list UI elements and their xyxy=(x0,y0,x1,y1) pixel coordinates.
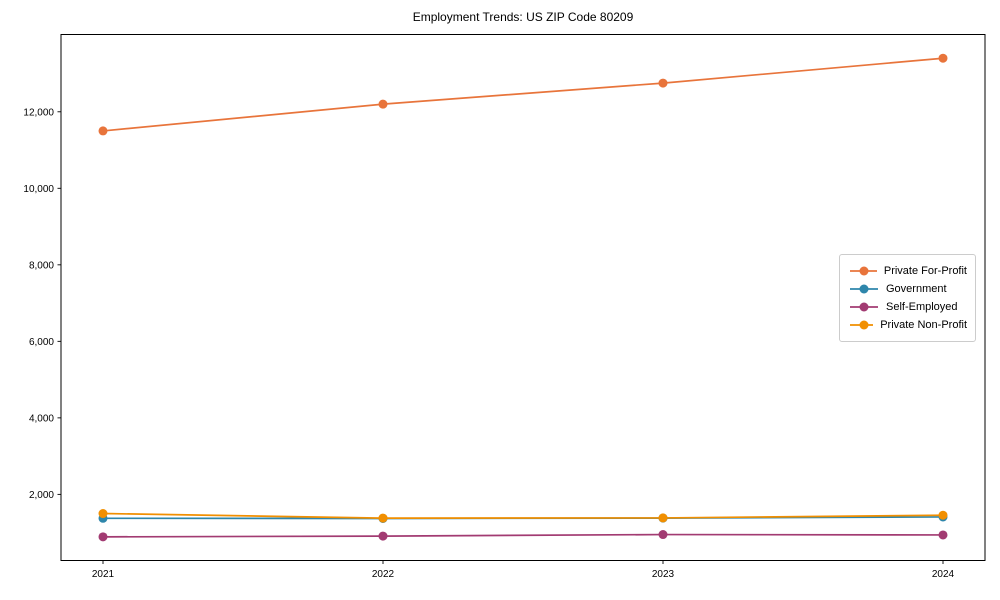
y-tick-label-6000: 6,000 xyxy=(29,337,54,348)
y-tick-label-4000: 4,000 xyxy=(29,413,54,424)
legend: Private For-Profit Government Self-Employe… xyxy=(839,254,976,342)
axes-frame xyxy=(60,34,986,561)
legend-label: Government xyxy=(886,282,947,295)
legend-marker-government xyxy=(850,284,878,294)
legend-marker-self-employed xyxy=(850,302,878,312)
series-line-private-for-profit xyxy=(102,57,944,132)
legend-marker-private-for-profit xyxy=(850,266,877,275)
legend-label: Self-Employed xyxy=(886,301,958,314)
point-private-non-profit-2023 xyxy=(658,513,668,523)
y-tick-label-2000: 2,000 xyxy=(29,490,54,501)
legend-item-government: Government xyxy=(849,280,967,297)
series-line-private-non-profit xyxy=(102,512,944,519)
legend-item-private-for-profit: Private For-Profit xyxy=(849,262,967,279)
point-private-for-profit-2021 xyxy=(98,126,108,136)
x-tick-label-2023: 2023 xyxy=(652,569,675,580)
x-tick-label-2022: 2022 xyxy=(372,569,395,580)
x-tick-label-2021: 2021 xyxy=(92,569,115,580)
series-line-self-employed xyxy=(102,533,944,538)
point-self-employed-2021 xyxy=(98,532,108,542)
legend-marker-private-non-profit xyxy=(850,320,874,330)
point-private-for-profit-2024 xyxy=(938,53,948,63)
point-private-for-profit-2023 xyxy=(658,78,668,88)
y-tick-label-8000: 8,000 xyxy=(29,260,54,271)
point-private-for-profit-2022 xyxy=(378,99,388,109)
legend-item-self-employed: Self-Employed xyxy=(849,299,967,316)
point-self-employed-2022 xyxy=(378,531,388,541)
point-self-employed-2023 xyxy=(658,530,668,540)
point-private-non-profit-2022 xyxy=(378,513,388,523)
point-private-non-profit-2024 xyxy=(938,510,948,520)
y-tick-label-12000: 12,000 xyxy=(23,107,54,118)
y-tick-label-10000: 10,000 xyxy=(23,184,54,195)
legend-item-private-non-profit: Private Non-Profit xyxy=(849,317,967,334)
x-tick-label-2024: 2024 xyxy=(932,569,955,580)
point-private-non-profit-2021 xyxy=(98,509,108,519)
point-self-employed-2024 xyxy=(938,530,948,540)
chart-title: Employment Trends: US ZIP Code 80209 xyxy=(412,10,634,24)
legend-label: Private For-Profit xyxy=(883,264,967,277)
legend-label: Private Non-Profit xyxy=(880,319,967,332)
